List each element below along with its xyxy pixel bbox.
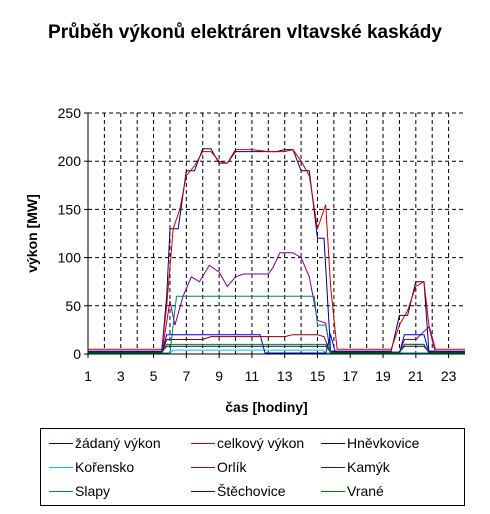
x-tick-label: 15	[310, 368, 326, 384]
legend-item: Kamýk	[321, 459, 390, 475]
x-tick-label: 3	[117, 368, 125, 384]
legend-swatch	[321, 442, 345, 444]
legend-swatch	[49, 442, 73, 444]
legend-item: Kořensko	[49, 459, 134, 475]
legend-item: Štěchovice	[191, 483, 285, 499]
legend-swatch	[321, 466, 345, 468]
x-tick-label: 5	[150, 368, 158, 384]
x-axis-label: čas [hodiny]	[225, 399, 307, 415]
legend: žádaný výkon celkový výkon Hněvkovice Kořen…	[40, 428, 465, 506]
x-tick-label: 13	[277, 368, 293, 384]
legend-item: žádaný výkon	[49, 435, 161, 451]
y-tick-label: 100	[58, 250, 82, 266]
legend-label: celkový výkon	[217, 435, 305, 451]
legend-label: Orlík	[217, 459, 247, 475]
x-tick-label: 23	[441, 368, 457, 384]
legend-item: Orlík	[191, 459, 247, 475]
y-tick-label: 0	[73, 346, 81, 362]
legend-label: Slapy	[75, 483, 111, 499]
x-tick-label: 21	[408, 368, 424, 384]
series-line-1	[88, 149, 465, 350]
series-line-4	[88, 252, 465, 354]
legend-swatch	[49, 490, 73, 492]
y-tick-label: 150	[58, 201, 82, 217]
legend-label: Vrané	[347, 483, 384, 499]
series-line-7	[88, 332, 465, 354]
legend-swatch	[49, 466, 73, 468]
y-axis-label: výkon [MW]	[24, 194, 40, 273]
series-line-8	[88, 343, 465, 354]
legend-item: Hněvkovice	[321, 435, 419, 451]
legend-swatch	[191, 490, 215, 492]
legend-item: celkový výkon	[191, 435, 304, 451]
legend-label: Hněvkovice	[347, 435, 420, 451]
y-tick-label: 250	[58, 105, 82, 121]
x-tick-label: 9	[215, 368, 223, 384]
legend-swatch	[321, 490, 345, 492]
x-tick-label: 11	[245, 368, 260, 384]
legend-swatch	[191, 442, 215, 444]
series-line-6	[88, 295, 465, 354]
legend-item: Slapy	[49, 483, 110, 499]
x-tick-label: 17	[342, 368, 358, 384]
legend-label: žádaný výkon	[75, 435, 161, 451]
legend-label: Kamýk	[347, 459, 390, 475]
x-tick-label: 1	[84, 368, 92, 384]
legend-label: Štěchovice	[217, 483, 286, 499]
y-tick-label: 200	[58, 153, 82, 169]
legend-label: Kořensko	[75, 459, 135, 475]
series-line-0	[88, 148, 465, 352]
legend-swatch	[191, 466, 215, 468]
x-tick-label: 7	[182, 368, 190, 384]
x-tick-label: 19	[375, 368, 391, 384]
chart-title: Průběh výkonů elektráren vltavské kaskád…	[48, 22, 442, 43]
y-tick-label: 50	[65, 298, 81, 314]
legend-item: Vrané	[321, 483, 384, 499]
